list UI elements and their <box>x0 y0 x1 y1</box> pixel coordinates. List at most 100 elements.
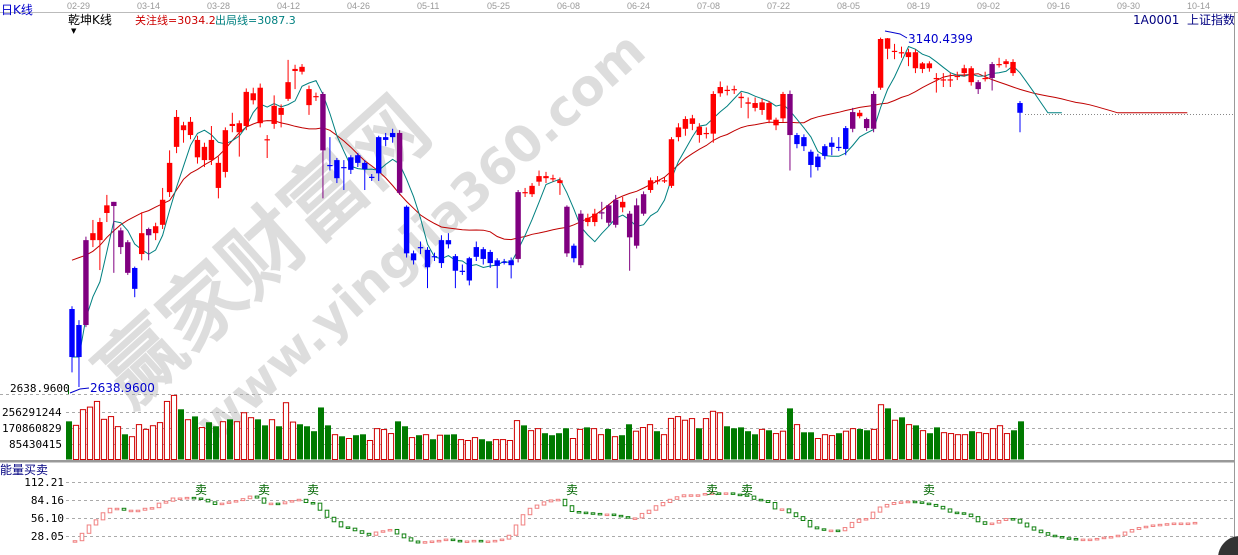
volume-bar-down <box>864 430 870 460</box>
candle-body <box>633 205 640 246</box>
volume-bar-up <box>422 434 430 460</box>
dropdown-arrow-icon[interactable]: ▼ <box>71 27 77 35</box>
volume-bar-up <box>100 418 108 461</box>
energy-bar-up <box>380 530 386 533</box>
volume-bar-up <box>919 430 927 460</box>
energy-bar-up <box>135 509 141 513</box>
energy-bar-up <box>240 498 246 502</box>
volume-bar-down <box>899 417 905 460</box>
candle-body <box>327 164 333 167</box>
candle <box>125 240 131 275</box>
volume-bar-up <box>107 416 115 461</box>
volume-bar-up <box>849 428 857 461</box>
period-label[interactable]: 日K线 <box>1 3 33 17</box>
candle-body <box>550 178 556 180</box>
candle <box>578 210 584 268</box>
candle <box>536 170 542 186</box>
candle <box>975 80 981 94</box>
candle <box>606 203 612 227</box>
candle <box>201 142 208 168</box>
volume-bar-up <box>779 430 787 460</box>
low-annotation: 2638.9600 <box>90 381 155 395</box>
candle <box>724 85 730 96</box>
candle <box>306 85 312 115</box>
panel-divider[interactable] <box>0 460 1234 463</box>
candle-body <box>501 261 507 263</box>
candle-body <box>668 139 675 186</box>
candle-body <box>773 119 779 126</box>
indicator-selector[interactable]: 乾坤K线 <box>68 12 112 27</box>
candle <box>919 61 926 74</box>
candle-body <box>801 137 807 147</box>
candle <box>215 156 222 199</box>
energy-bar-up <box>1003 518 1009 521</box>
candle <box>884 38 891 60</box>
candle-body <box>822 146 828 156</box>
volume-bar-down <box>787 408 793 460</box>
candle-body <box>961 68 967 74</box>
candle <box>382 132 389 147</box>
candle-body <box>940 79 947 81</box>
candle <box>1017 100 1023 133</box>
energy-bar-up <box>1143 525 1149 529</box>
volume-bar-down <box>192 416 198 460</box>
energy-bar-down <box>1024 522 1030 528</box>
candle-body <box>843 128 849 149</box>
energy-bar-up <box>247 495 253 500</box>
energy-bar-up <box>856 518 862 523</box>
energy-bar-down <box>275 502 281 506</box>
energy-bar-down <box>212 501 218 505</box>
volume-bar-up <box>142 428 150 460</box>
candles <box>69 37 1023 387</box>
candle-body <box>780 93 786 119</box>
energy-bar-up <box>604 513 610 517</box>
candle <box>278 104 284 128</box>
candle-body <box>264 139 270 141</box>
volume-bar-up <box>961 434 969 460</box>
candle <box>619 196 626 213</box>
volume-bar-up <box>513 420 521 461</box>
candle-body <box>278 107 284 115</box>
volume-bar-down <box>584 427 590 460</box>
volume-bar-up <box>940 432 948 461</box>
volume-bar-up <box>681 419 689 461</box>
energy-bar-down <box>324 509 330 518</box>
candle <box>710 91 716 143</box>
candle-body <box>808 151 814 165</box>
volume-bar-down <box>122 434 128 460</box>
energy-bar-up <box>170 497 176 502</box>
candle <box>173 109 180 154</box>
volume-bar-up <box>163 400 171 461</box>
energy-bar-down <box>919 501 925 504</box>
energy-bar-down <box>205 498 211 503</box>
volume-bar-up <box>716 412 724 460</box>
energy-bar-down <box>765 500 771 504</box>
candle-body <box>424 249 431 268</box>
energy-grid <box>66 482 1234 537</box>
candle <box>933 73 940 93</box>
energy-bar-down <box>625 516 631 519</box>
energy-bar-up <box>233 500 239 503</box>
volume-bar-down <box>934 427 940 460</box>
candle-body <box>125 242 131 273</box>
candle <box>376 135 382 181</box>
candle <box>640 191 647 216</box>
energy-bar-up <box>688 494 694 497</box>
volume-bar-up <box>996 425 1004 460</box>
volume-bar-down <box>857 429 863 460</box>
energy-bar-down <box>303 498 309 504</box>
volume-bar-up <box>702 418 710 460</box>
candle-body <box>752 103 758 108</box>
energy-bar-up <box>1136 527 1142 530</box>
energy-bar-up <box>674 496 680 500</box>
date-label: 10-14 <box>1187 1 1210 11</box>
volume-bar-up <box>506 440 514 460</box>
volume-bar-up <box>457 439 465 460</box>
volume-bar-up <box>821 434 829 460</box>
candle-body <box>292 68 298 72</box>
candle-body <box>459 270 466 272</box>
energy-bar-up <box>114 507 120 511</box>
volume-bar-up <box>184 419 192 461</box>
energy-title: 能量买卖 <box>0 463 48 477</box>
